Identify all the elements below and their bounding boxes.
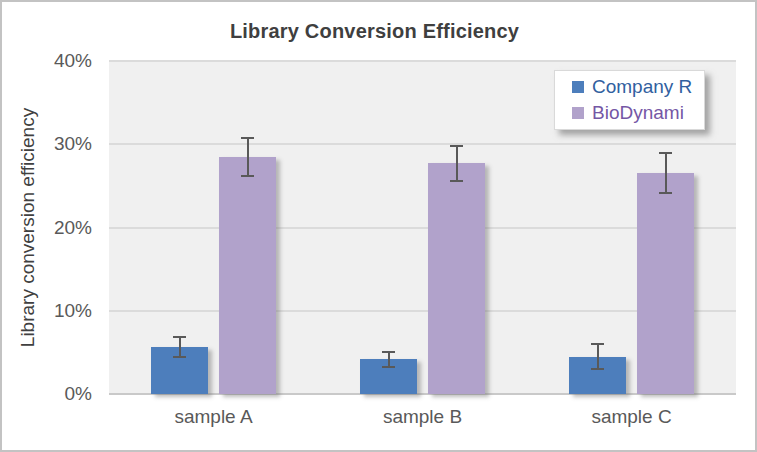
error-bar-cap (659, 152, 672, 154)
error-bar (665, 153, 667, 193)
error-bar (247, 138, 249, 176)
error-bar (456, 146, 458, 181)
legend: Company R BioDynami (554, 70, 705, 130)
error-bar-cap (450, 180, 463, 182)
y-tick-label: 0% (2, 383, 92, 405)
gridline-40% (109, 60, 736, 62)
bar-biodynami-sample-c (637, 173, 694, 394)
bar-biodynami-sample-a (219, 157, 276, 394)
gridline-30% (109, 143, 736, 145)
legend-swatch-company-r (572, 81, 584, 93)
x-category-label: sample C (528, 406, 736, 428)
bar-biodynami-sample-b (428, 163, 485, 394)
x-category-label: sample A (110, 406, 318, 428)
error-bar (597, 344, 599, 369)
error-bar (388, 352, 390, 367)
error-bar-cap (659, 192, 672, 194)
chart-title: Library Conversion Efficiency (2, 20, 747, 43)
chart: Library Conversion Efficiency Library co… (0, 0, 757, 452)
error-bar-cap (591, 368, 604, 370)
error-bar-cap (173, 356, 186, 358)
error-bar-cap (382, 366, 395, 368)
y-tick-label: 30% (2, 133, 92, 155)
y-tick-label: 10% (2, 300, 92, 322)
x-category-label: sample B (319, 406, 527, 428)
legend-item-company-r: Company R (572, 76, 704, 98)
y-tick-label: 20% (2, 217, 92, 239)
legend-swatch-biodynami (572, 107, 584, 119)
legend-label-biodynami: BioDynami (592, 102, 684, 124)
error-bar (179, 337, 181, 357)
error-bar-cap (382, 351, 395, 353)
legend-item-biodynami: BioDynami (572, 102, 704, 124)
error-bar-cap (241, 175, 254, 177)
legend-label-company-r: Company R (592, 76, 692, 98)
error-bar-cap (591, 343, 604, 345)
error-bar-cap (173, 336, 186, 338)
error-bar-cap (241, 137, 254, 139)
error-bar-cap (450, 145, 463, 147)
y-tick-label: 40% (2, 50, 92, 72)
